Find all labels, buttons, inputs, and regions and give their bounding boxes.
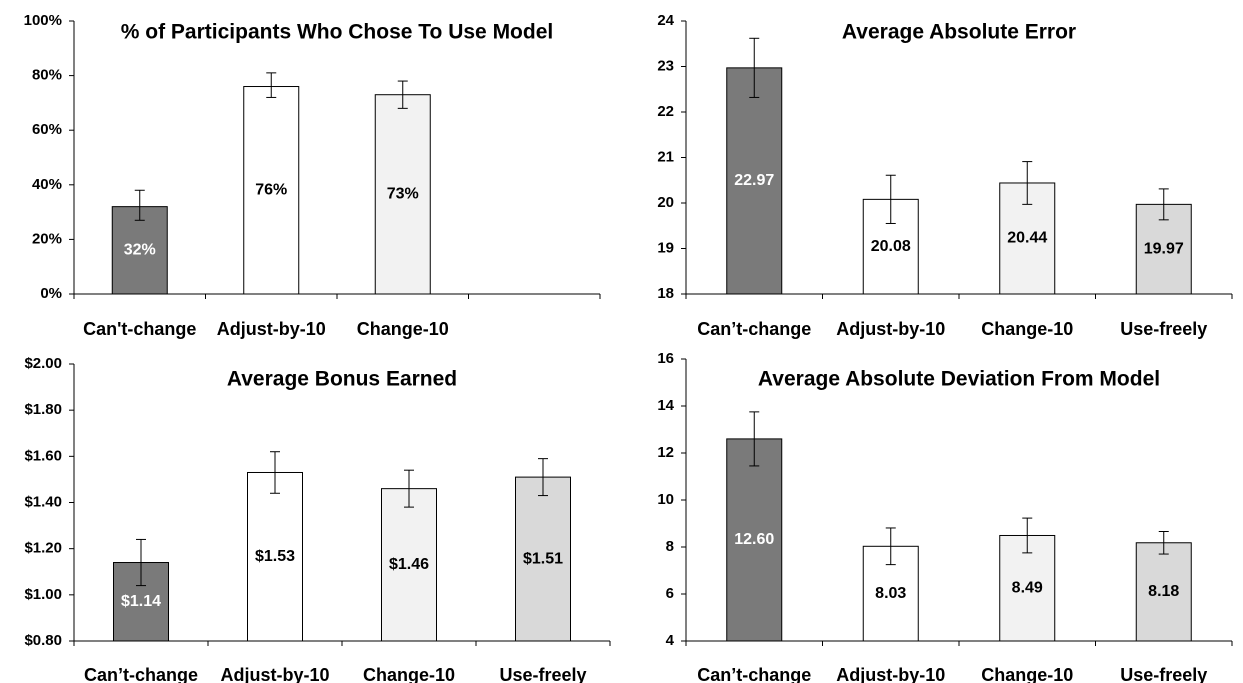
y-tick-label: 100% — [24, 12, 62, 29]
data-label-1: $1.14 — [121, 593, 161, 610]
category-label-2: Adjust-by-10 — [836, 319, 945, 339]
y-tick-label: 22 — [657, 103, 674, 120]
category-label-4: Use-freely — [1120, 319, 1207, 339]
y-tick-label: $0.80 — [24, 632, 62, 649]
y-tick-label: 10 — [657, 491, 674, 508]
category-label-2: Adjust-by-10 — [220, 665, 329, 683]
category-label-1: Can't-change — [83, 319, 196, 339]
y-tick-label: 12 — [657, 444, 674, 461]
y-tick-label: 40% — [32, 176, 62, 193]
y-tick-label: 21 — [657, 148, 674, 165]
category-label-3: Change-10 — [357, 319, 449, 339]
y-tick-label: 18 — [657, 285, 674, 302]
data-label-2: 8.03 — [875, 585, 906, 602]
chart-title: % of Participants Who Chose To Use Model — [121, 21, 553, 44]
y-tick-label: 20% — [32, 230, 62, 247]
data-label-3: $1.46 — [389, 556, 429, 573]
y-tick-label: $1.20 — [24, 540, 62, 557]
category-label-3: Change-10 — [363, 665, 455, 683]
category-label-4: Use-freely — [1120, 665, 1207, 683]
y-tick-label: 80% — [32, 67, 62, 84]
y-tick-label: 24 — [657, 12, 674, 29]
data-label-4: $1.51 — [523, 550, 563, 567]
category-label-3: Change-10 — [981, 319, 1073, 339]
data-label-3: 20.44 — [1007, 230, 1047, 247]
chart-panel-3: Average Bonus Earned $0.80 $1.00 $1.20 $1.40… — [24, 355, 610, 683]
data-label-4: 8.18 — [1148, 583, 1179, 600]
y-tick-label: 19 — [657, 239, 674, 256]
data-label-1: 32% — [124, 242, 156, 259]
category-label-2: Adjust-by-10 — [217, 319, 326, 339]
y-tick-label: 14 — [657, 397, 674, 414]
y-tick-label: 23 — [657, 57, 674, 74]
chart-title: Average Bonus Earned — [227, 368, 457, 391]
y-tick-label: 16 — [657, 350, 674, 367]
y-tick-label: 20 — [657, 194, 674, 211]
category-label-4: Use-freely — [499, 665, 586, 683]
y-tick-label: $2.00 — [24, 355, 62, 372]
chart-title: Average Absolute Error — [842, 21, 1076, 44]
y-tick-label: $1.00 — [24, 586, 62, 603]
chart-panel-2: Average Absolute Error 18 19 20 21 22 23 24 22.9… — [657, 12, 1232, 339]
chart-title: Average Absolute Deviation From Model — [758, 368, 1160, 391]
chart-panel-1: % of Participants Who Chose To Use Model… — [24, 12, 600, 339]
category-label-2: Adjust-by-10 — [836, 665, 945, 683]
y-tick-label: $1.60 — [24, 447, 62, 464]
chart-panel-4: Average Absolute Deviation From Model 4 6 8… — [657, 350, 1232, 683]
y-tick-label: 4 — [666, 632, 675, 649]
category-label-3: Change-10 — [981, 665, 1073, 683]
y-tick-label: 60% — [32, 121, 62, 138]
y-tick-label: 8 — [666, 538, 674, 555]
data-label-1: 12.60 — [734, 531, 774, 548]
category-label-1: Can’t-change — [697, 665, 811, 683]
data-label-2: 76% — [255, 181, 287, 198]
data-label-3: 8.49 — [1012, 579, 1043, 596]
category-label-1: Can’t-change — [697, 319, 811, 339]
y-tick-label: 6 — [666, 585, 674, 602]
category-label-1: Can’t-change — [84, 665, 198, 683]
data-label-2: 20.08 — [871, 238, 911, 255]
y-tick-label: $1.40 — [24, 493, 62, 510]
y-tick-label: $1.80 — [24, 401, 62, 418]
data-label-4: 19.97 — [1144, 240, 1184, 257]
data-label-1: 22.97 — [734, 172, 774, 189]
data-label-2: $1.53 — [255, 548, 295, 565]
y-tick-label: 0% — [40, 285, 62, 302]
data-label-3: 73% — [387, 186, 419, 203]
